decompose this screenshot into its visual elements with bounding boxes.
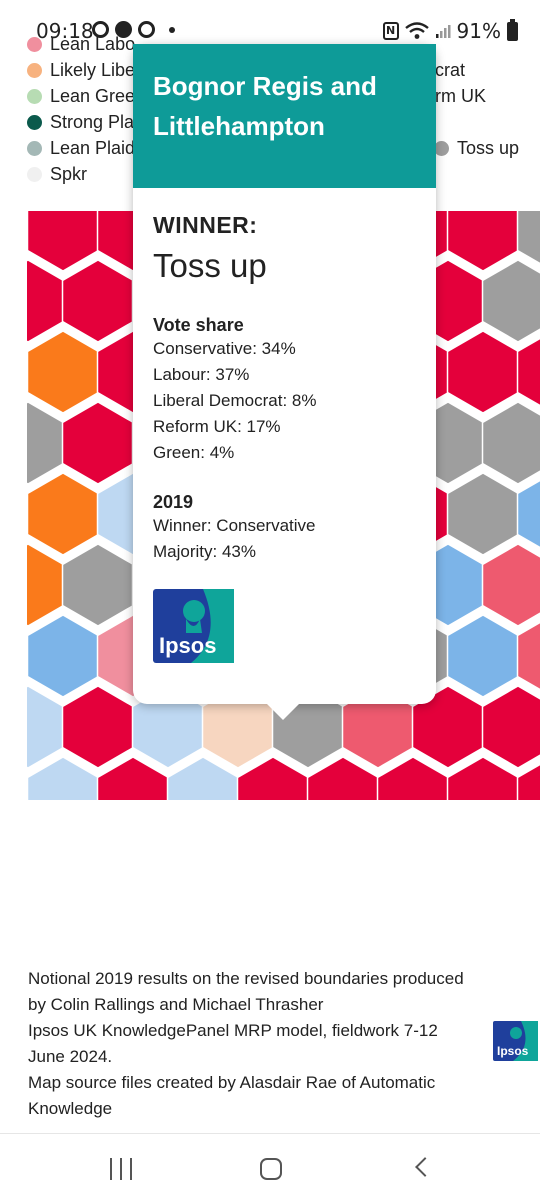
signal-icon: [435, 25, 451, 38]
legend-item: Strong Pla: [27, 112, 134, 133]
footnote-line: Notional 2019 results on the revised bou…: [28, 969, 464, 1014]
legend-swatch: [27, 141, 42, 156]
status-time: 09:18: [36, 19, 94, 43]
home-button[interactable]: [260, 1158, 282, 1180]
popup-header: Bognor Regis and Littlehampton: [133, 44, 436, 188]
notification-app-icon: [115, 21, 132, 38]
legend-item: Lean Labo: [27, 34, 135, 55]
system-nav-bar: [0, 1133, 540, 1200]
winner-label: WINNER:: [153, 212, 258, 238]
legend-item: Lean Plaid: [27, 138, 135, 159]
footnote-line: Map source files created by Alasdair Rae…: [28, 1073, 436, 1118]
legend-label: crat: [435, 60, 466, 80]
battery-icon: [507, 18, 518, 41]
legend-item: Lean Gree: [27, 86, 135, 107]
winner-value: Toss up: [153, 247, 267, 284]
legend-swatch: [434, 141, 449, 156]
legend-label: Toss up: [457, 138, 520, 158]
vote-share-line: Liberal Democrat: 8%: [153, 391, 317, 410]
constituency-hex[interactable]: [446, 330, 520, 414]
ipsos-logo: Ipsos: [153, 589, 234, 663]
legend-item: rm UK: [435, 86, 486, 107]
legend-item: crat: [435, 60, 465, 81]
constituency-hex[interactable]: [26, 614, 100, 698]
legend-label: Lean Plaid: [50, 138, 136, 158]
wifi-icon: [404, 22, 429, 39]
constituency-hex[interactable]: [481, 259, 540, 343]
recent-apps-button[interactable]: [110, 1158, 132, 1180]
result-2019-line: Majority: 43%: [153, 542, 256, 561]
vote-share-title: Vote share: [153, 315, 244, 335]
constituency-hex[interactable]: [61, 685, 135, 769]
constituency-hex[interactable]: [481, 401, 540, 485]
constituency-hex[interactable]: [61, 401, 135, 485]
map-bottom-margin: [0, 800, 540, 840]
constituency-hex[interactable]: [516, 615, 540, 697]
battery-percent: 91%: [456, 19, 501, 43]
constituency-hex[interactable]: [516, 331, 540, 413]
legend-label: Lean Gree: [50, 86, 136, 106]
legend-label: Spkr: [50, 164, 88, 184]
vote-share-line: Conservative: 34%: [153, 339, 296, 358]
vote-share-line: Labour: 37%: [153, 365, 250, 384]
legend-item: Likely Libe: [27, 60, 135, 81]
constituency-hex[interactable]: [61, 259, 135, 343]
constituency-hex[interactable]: [446, 614, 520, 698]
vote-share-line: Reform UK: 17%: [153, 417, 281, 436]
result-2019-line: Winner: Conservative: [153, 516, 316, 535]
constituency-hex[interactable]: [481, 543, 540, 627]
result-2019-title: 2019: [153, 492, 194, 512]
notification-icons: [92, 21, 175, 38]
constituency-hex[interactable]: [481, 685, 540, 769]
status-bar: 09:18 N 91%: [0, 0, 540, 44]
map-left-margin: [0, 200, 27, 840]
constituency-hex[interactable]: [26, 330, 100, 414]
more-notifications-icon: [169, 26, 175, 33]
whatsapp-icon: [92, 21, 109, 38]
footnote-line: Ipsos UK KnowledgePanel MRP model, field…: [28, 1021, 438, 1066]
back-button[interactable]: [415, 1157, 435, 1177]
footnote: Notional 2019 results on the revised bou…: [28, 966, 478, 1122]
constituency-hex[interactable]: [516, 473, 540, 555]
constituency-popup[interactable]: Bognor Regis and Littlehampton WINNER: T…: [133, 44, 436, 720]
popup-pointer: [263, 700, 303, 720]
legend-item: Toss up: [434, 138, 519, 159]
legend-swatch: [27, 167, 42, 182]
status-right: N 91%: [382, 18, 518, 43]
legend-swatch: [27, 115, 42, 130]
vote-share-line: Green: 4%: [153, 443, 235, 462]
constituency-hex[interactable]: [26, 472, 100, 556]
ipsos-footer-logo-text: Ipsos: [497, 1044, 529, 1058]
chrome-icon: [138, 21, 155, 38]
constituency-hex[interactable]: [446, 472, 520, 556]
legend-label: Strong Pla: [50, 112, 135, 132]
legend-label: Lean Labo: [50, 34, 136, 54]
nfc-icon: N: [382, 22, 399, 40]
constituency-hex[interactable]: [61, 543, 135, 627]
legend-label: Likely Libe: [50, 60, 136, 80]
legend-swatch: [27, 89, 42, 104]
legend-label: rm UK: [435, 86, 486, 106]
legend-swatch: [27, 63, 42, 78]
ipsos-logo-text: Ipsos: [159, 633, 216, 658]
ipsos-footer-logo: Ipsos: [493, 1021, 538, 1061]
legend-swatch: [27, 37, 42, 52]
legend-item: Spkr: [27, 164, 87, 185]
popup-body: WINNER: Toss up Vote share Conservative:…: [133, 188, 436, 668]
constituency-name: Bognor Regis and Littlehampton: [153, 71, 377, 141]
